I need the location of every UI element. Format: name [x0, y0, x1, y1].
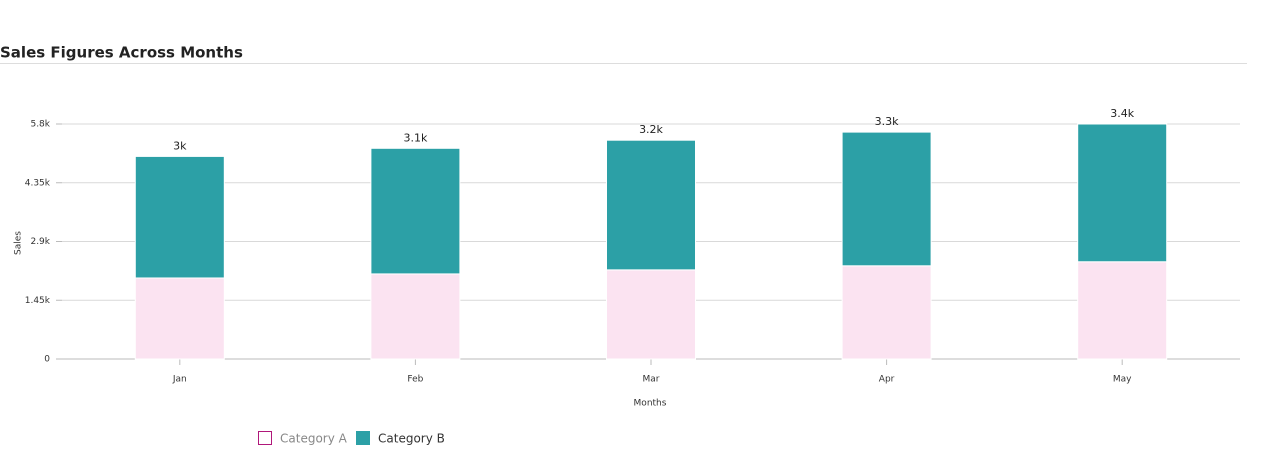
- x-tick-label: Jan: [172, 375, 187, 385]
- value-label: 3.1k: [403, 131, 427, 144]
- legend-label[interactable]: Category B: [378, 432, 445, 446]
- bar-segment: [370, 273, 461, 360]
- bar-segment: [134, 277, 225, 360]
- x-tick-label: Apr: [879, 375, 895, 385]
- x-tick-label: Feb: [407, 375, 423, 385]
- value-label: 3k: [173, 139, 187, 152]
- bar-segment: [606, 269, 696, 360]
- bar-segment: [134, 155, 225, 279]
- bar-segment: [841, 265, 932, 360]
- bar-segment: [1077, 261, 1168, 360]
- legend-swatch[interactable]: [258, 431, 272, 445]
- bar-segment: [841, 131, 932, 267]
- y-axis-label: Sales: [14, 231, 24, 255]
- y-tick-label: 5.8k: [30, 120, 50, 130]
- bar-segment: [606, 139, 696, 271]
- value-label: 3.4k: [1110, 107, 1134, 120]
- y-tick-label: 1.45k: [25, 296, 51, 306]
- bar-segment: [1077, 123, 1168, 263]
- x-tick-label: Mar: [643, 375, 660, 385]
- legend-label[interactable]: Category A: [280, 432, 348, 446]
- value-label: 3.2k: [639, 123, 663, 136]
- bar-segment: [370, 147, 461, 275]
- value-label: 3.3k: [875, 115, 899, 128]
- x-axis-label: Months: [634, 399, 667, 409]
- y-tick-label: 4.35k: [25, 178, 51, 188]
- y-tick-label: 0: [44, 355, 50, 365]
- x-tick-label: May: [1113, 375, 1132, 385]
- chart-title: Sales Figures Across Months: [0, 44, 243, 62]
- y-tick-label: 2.9k: [30, 237, 50, 247]
- legend-swatch[interactable]: [356, 431, 370, 445]
